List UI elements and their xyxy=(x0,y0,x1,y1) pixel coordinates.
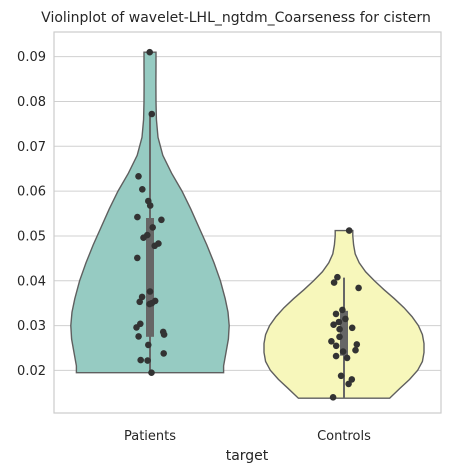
data-point xyxy=(148,110,156,118)
data-point xyxy=(353,341,361,348)
y-tick-label: 0.06 xyxy=(17,185,46,200)
violin-box xyxy=(340,310,348,356)
data-point xyxy=(348,324,356,332)
data-point xyxy=(137,356,144,364)
data-point xyxy=(332,310,340,318)
data-point xyxy=(336,325,343,333)
x-tick-label: Patients xyxy=(124,429,176,444)
data-point xyxy=(328,338,335,345)
x-tick-label: Controls xyxy=(317,429,371,444)
data-point xyxy=(148,369,155,377)
data-point xyxy=(133,324,140,331)
data-point xyxy=(139,186,146,193)
data-point xyxy=(144,357,151,364)
data-point xyxy=(339,306,346,314)
data-point xyxy=(330,321,337,329)
data-point xyxy=(332,352,340,360)
y-tick-label: 0.03 xyxy=(17,319,46,334)
violin-controls xyxy=(263,227,425,401)
data-point xyxy=(135,333,142,340)
data-point xyxy=(135,173,142,180)
data-point xyxy=(138,293,146,301)
data-point xyxy=(140,234,147,241)
data-point xyxy=(345,380,352,388)
data-point xyxy=(158,216,165,224)
y-tick-label: 0.09 xyxy=(17,50,46,65)
data-point xyxy=(342,315,349,323)
data-point xyxy=(329,394,337,401)
y-tick-label: 0.04 xyxy=(17,274,46,289)
data-point xyxy=(134,254,141,262)
data-point xyxy=(149,224,156,231)
y-tick-label: 0.07 xyxy=(17,140,46,155)
data-point xyxy=(355,284,362,292)
data-point xyxy=(151,242,158,250)
data-point xyxy=(345,227,353,234)
data-point xyxy=(160,331,168,338)
data-point xyxy=(136,298,143,306)
x-axis-label: target xyxy=(226,448,269,464)
data-point xyxy=(336,333,343,341)
y-tick-label: 0.08 xyxy=(17,95,46,110)
data-point xyxy=(330,279,338,286)
data-point xyxy=(343,354,351,362)
plot-frame xyxy=(53,31,442,414)
y-tick-label: 0.02 xyxy=(17,364,46,379)
data-point xyxy=(145,341,152,349)
data-point xyxy=(146,288,154,295)
data-point xyxy=(334,273,341,281)
data-point xyxy=(160,350,167,357)
data-point xyxy=(146,300,153,308)
violins xyxy=(70,48,425,401)
data-point xyxy=(146,202,154,209)
violin-patients xyxy=(70,48,230,377)
chart-title: Violinplot of wavelet-LHL_ngtdm_Coarsene… xyxy=(41,10,431,26)
data-point xyxy=(352,346,359,354)
y-tick-label: 0.05 xyxy=(17,229,46,244)
data-point xyxy=(134,213,141,221)
data-point xyxy=(332,342,340,350)
data-point xyxy=(337,372,345,380)
data-point xyxy=(146,48,153,56)
data-point xyxy=(335,318,343,326)
violin-box xyxy=(146,218,154,337)
data-point xyxy=(339,348,347,355)
x-axis-ticks: Patients Controls xyxy=(124,429,371,444)
y-axis-ticks: 0.02 0.03 0.04 0.05 0.06 0.07 0.08 0.09 xyxy=(17,50,46,379)
